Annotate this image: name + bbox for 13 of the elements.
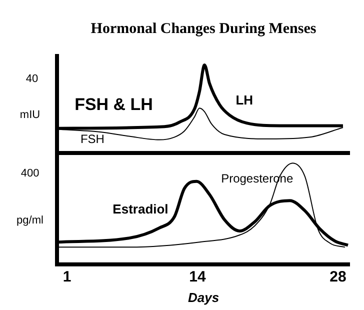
annotation: FSH & LH (74, 95, 153, 114)
series-label: Estradiol (112, 201, 168, 216)
series-label: FSH (80, 132, 104, 146)
x-axis-title: Days (188, 290, 220, 305)
x-tick-label: 1 (62, 268, 72, 286)
x-tick-label: 28 (330, 268, 346, 286)
text: 400 (20, 168, 40, 180)
y-axis-title: pg/ml (16, 214, 44, 227)
text: 40 (26, 72, 38, 85)
x-tick-label: 14 (189, 268, 206, 286)
series-label: LH (236, 92, 254, 108)
y-axis-title: mIU (20, 109, 40, 122)
chart-title: Hormonal Changes During Menses (90, 20, 316, 37)
